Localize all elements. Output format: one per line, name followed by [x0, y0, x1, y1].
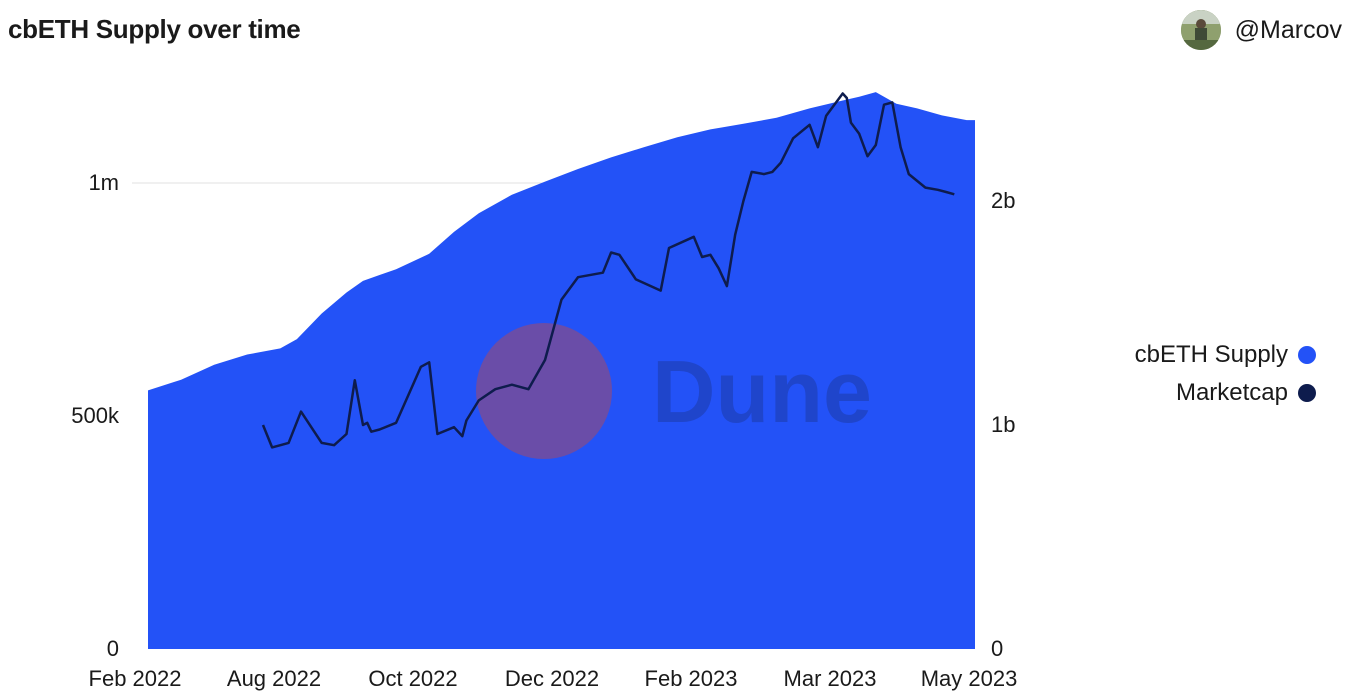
legend-label-supply: cbETH Supply	[1134, 341, 1288, 368]
author-badge[interactable]: @Marcov	[1180, 10, 1342, 50]
legend-dot-marketcap	[1298, 384, 1316, 402]
legend: cbETH Supply Marketcap	[1135, 336, 1316, 412]
legend-item-marketcap[interactable]: Marketcap	[1135, 374, 1316, 412]
dune-watermark-text: Dune	[652, 342, 872, 441]
series-line-marketcap	[261, 92, 955, 449]
y-right-tick-label: 2b	[991, 188, 1015, 213]
avatar-image	[1180, 10, 1221, 50]
y-right-tick-label: 1b	[991, 412, 1015, 437]
dune-watermark-logo	[476, 323, 612, 459]
legend-dot-supply	[1298, 346, 1316, 364]
legend-item-supply[interactable]: cbETH Supply	[1135, 336, 1316, 374]
y-left-tick-label: 500k	[71, 403, 120, 428]
x-tick-label: May 2023	[921, 666, 1018, 691]
y-right-tick-label: 0	[991, 636, 1003, 661]
x-tick-label: Oct 2022	[368, 666, 457, 691]
avatar[interactable]	[1180, 10, 1221, 50]
legend-label-marketcap: Marketcap	[1175, 379, 1288, 406]
x-tick-label: Feb 2023	[645, 666, 738, 691]
chart-title: cbETH Supply over time	[8, 14, 301, 44]
series-area-cbeth-supply	[148, 92, 975, 650]
x-tick-label: Mar 2023	[784, 666, 877, 691]
author-name[interactable]: @Marcov	[1234, 15, 1342, 44]
y-left-tick-label: 0	[107, 636, 119, 661]
y-left-tick-label: 1m	[88, 170, 119, 195]
x-tick-label: Feb 2022	[89, 666, 182, 691]
x-tick-label: Aug 2022	[227, 666, 321, 691]
x-tick-label: Dec 2022	[505, 666, 599, 691]
